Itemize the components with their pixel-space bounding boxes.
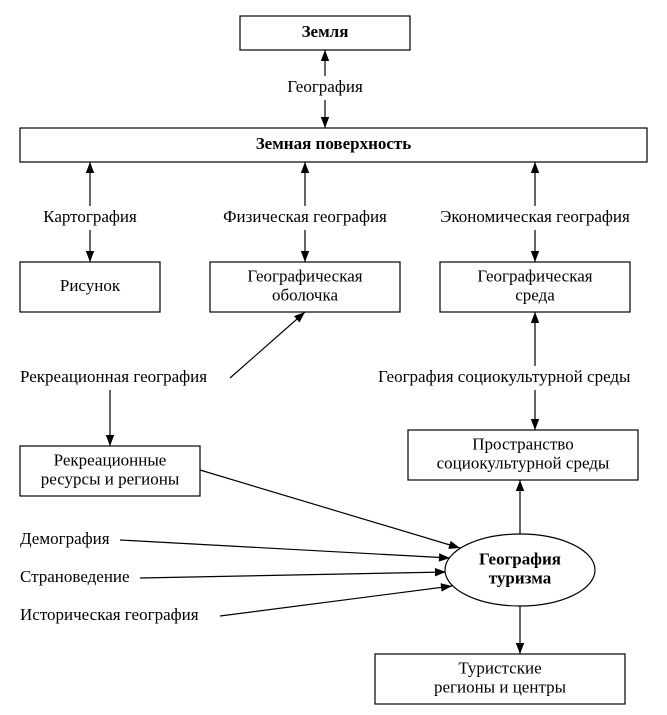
node-rekres-line0: Рекреационные [54,450,167,469]
node-geoobol: Географическаяоболочка [210,262,400,312]
node-earth: Земля [240,16,410,50]
label-rekgeo: Рекреационная география [20,367,207,386]
label-ekongeo: Экономическая география [440,207,630,226]
node-tourism-line1: туризма [489,568,552,587]
node-tourreg: Туристскиерегионы и центры [375,654,625,704]
label-histgeo: Историческая география [20,605,199,624]
node-tourism-line0: География [479,549,561,568]
label-kartografia: Картография [43,207,137,226]
label-demografia: Демография [20,529,110,548]
node-sociospace-line0: Пространство [472,434,573,453]
node-sociospace-line1: социокультурной среды [437,453,610,472]
label-stranoved: Страноведение [20,567,130,586]
node-geoobol-line1: оболочка [272,285,339,304]
node-geosreda-line0: Географическая [477,266,592,285]
node-rekres: Рекреационныересурсы и регионы [20,446,200,496]
node-tourreg-line1: регионы и центры [434,677,567,696]
node-tourism: Географиятуризма [445,534,595,606]
node-surface: Земная поверхность [20,128,647,162]
node-surface-line0: Земная поверхность [256,134,412,153]
node-geosreda: Географическаясреда [440,262,630,312]
node-rekres-line1: ресурсы и регионы [41,469,180,488]
node-geoobol-line0: Географическая [247,266,362,285]
label-fizgeo: Физическая география [223,207,387,226]
node-geosreda-line1: среда [515,285,555,304]
node-sociospace: Пространствосоциокультурной среды [408,430,638,480]
label-geografia: География [287,77,363,96]
node-tourreg-line0: Туристские [458,658,541,677]
label-sociogeo: География социокультурной среды [378,367,631,386]
node-earth-line0: Земля [302,22,349,41]
node-risunok: Рисунок [20,262,160,312]
node-risunok-line0: Рисунок [60,276,121,295]
